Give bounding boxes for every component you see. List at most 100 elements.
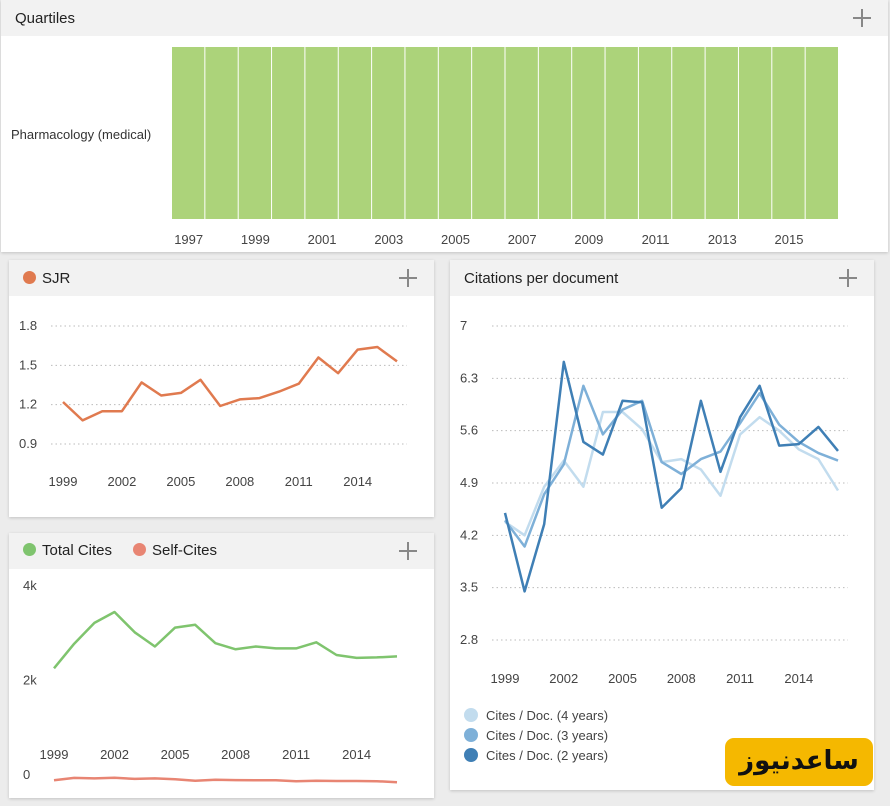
cit-xtick-2011: 2011	[726, 671, 754, 686]
cit-ytick-7: 7	[460, 318, 467, 333]
cit-ytick-6-3: 6.3	[460, 370, 478, 385]
cites-header: Total Cites Self-Cites	[9, 533, 434, 569]
quartile-bar-2008	[538, 47, 572, 219]
citations-legend-4y[interactable]: Cites / Doc. (4 years)	[464, 708, 608, 723]
cites-expand-icon[interactable]	[396, 539, 420, 563]
sjr-title-text: SJR	[42, 270, 71, 287]
legend-dot-2y	[464, 748, 478, 762]
quartiles-card: Quartiles Pharmacology (medical) 1997 199…	[1, 0, 888, 252]
quartile-bar-2011	[638, 47, 672, 219]
sjr-ytick-1-5: 1.5	[19, 357, 37, 372]
citations-chart: 2.8 3.5 4.2 4.9 5.6 6.3 7 1999 2002 2005 2008 2011 2…	[460, 318, 848, 686]
cites-line-self-cites	[53, 776, 398, 784]
cites-ytick-0: 0	[23, 767, 30, 782]
sjr-legend-dot	[23, 271, 36, 284]
quartile-bar-1997	[172, 47, 205, 219]
sjr-header: SJR	[9, 260, 434, 296]
quartile-tick-2003: 2003	[374, 232, 403, 247]
quartile-bar-2006	[472, 47, 505, 219]
cit-ytick-3-5: 3.5	[460, 580, 478, 595]
quartile-bar-2002	[338, 47, 372, 219]
self-cites-legend[interactable]: Self-Cites	[133, 542, 217, 559]
quartiles-expand-icon[interactable]	[850, 6, 874, 30]
quartiles-category-label: Pharmacology (medical)	[11, 127, 151, 142]
legend-label-3y: Cites / Doc. (3 years)	[486, 728, 609, 743]
sjr-title: SJR	[23, 270, 70, 287]
sjr-chart: 0.9 1.2 1.5 1.8 1999 2002 2005 2008 2011 2014	[19, 318, 407, 489]
legend-dot-4y	[464, 708, 478, 722]
cites-line-total-cites	[53, 610, 398, 670]
quartile-bar-2001	[305, 47, 338, 219]
quartile-bar-2009	[572, 47, 605, 219]
quartile-tick-2001: 2001	[308, 232, 337, 247]
legend-label-2y: Cites / Doc. (2 years)	[486, 748, 609, 763]
quartile-bar-2003	[372, 47, 405, 219]
total-cites-dot	[23, 543, 36, 556]
cit-line-cites-doc-3-years	[504, 384, 839, 548]
sjr-xtick-2014: 2014	[343, 474, 372, 489]
sjr-xtick-2002: 2002	[107, 474, 136, 489]
quartile-bar-2010	[605, 47, 638, 219]
quartile-bar-1998	[205, 47, 238, 219]
cit-xtick-2002: 2002	[549, 671, 578, 686]
self-cites-dot	[133, 543, 146, 556]
cit-line-cites-doc-4-years	[504, 410, 840, 537]
quartile-tick-1999: 1999	[241, 232, 270, 247]
quartile-bar-2014	[738, 47, 772, 219]
cites-card: Total Cites Self-Cites 0 2k 4k 1999 2002 2005…	[9, 533, 434, 798]
quartile-bar-2013	[705, 47, 738, 219]
cit-xtick-1999: 1999	[491, 671, 520, 686]
cit-line-cites-doc-2-years	[503, 360, 839, 593]
sjr-xtick-2011: 2011	[285, 474, 313, 489]
self-cites-label: Self-Cites	[152, 542, 218, 559]
citations-card: Citations per document 2.8 3.5 4.2 4.9 5.6 6.…	[450, 260, 874, 790]
watermark-logo: ساعدنیوز	[725, 738, 873, 786]
sjr-ytick-1-2: 1.2	[19, 397, 37, 412]
sjr-ytick-0-9: 0.9	[19, 436, 37, 451]
cit-ytick-4-9: 4.9	[460, 475, 478, 490]
quartile-tick-2011: 2011	[642, 232, 670, 247]
quartile-bar-2015	[772, 47, 805, 219]
total-cites-legend[interactable]: Total Cites	[23, 542, 112, 559]
legend-label-4y: Cites / Doc. (4 years)	[486, 708, 609, 723]
sjr-expand-icon[interactable]	[396, 266, 420, 290]
quartile-tick-2013: 2013	[708, 232, 737, 247]
quartile-bar-2004	[405, 47, 438, 219]
quartile-tick-2009: 2009	[574, 232, 603, 247]
quartile-bar-2007	[505, 47, 538, 219]
cit-xtick-2014: 2014	[784, 671, 813, 686]
cites-xtick-2014: 2014	[342, 747, 371, 762]
sjr-xtick-2008: 2008	[225, 474, 254, 489]
quartile-tick-2005: 2005	[441, 232, 470, 247]
citations-title: Citations per document	[464, 270, 619, 287]
cites-ytick-2k: 2k	[23, 673, 37, 688]
cites-xtick-2008: 2008	[221, 747, 250, 762]
cites-ytick-4k: 4k	[23, 578, 37, 593]
citations-expand-icon[interactable]	[836, 266, 860, 290]
citations-legend-2y[interactable]: Cites / Doc. (2 years)	[464, 748, 608, 763]
quartile-bar-2005	[438, 47, 472, 219]
cites-xtick-2002: 2002	[100, 747, 129, 762]
cit-xtick-2008: 2008	[667, 671, 696, 686]
cit-ytick-2-8: 2.8	[460, 632, 478, 647]
quartile-bar-2000	[272, 47, 305, 219]
cites-xtick-1999: 1999	[40, 747, 69, 762]
quartile-tick-1997: 1997	[174, 232, 203, 247]
cit-ytick-4-2: 4.2	[460, 527, 478, 542]
total-cites-label: Total Cites	[42, 542, 113, 559]
citations-legend-3y[interactable]: Cites / Doc. (3 years)	[464, 728, 608, 743]
cites-xtick-2011: 2011	[282, 747, 310, 762]
sjr-card: SJR 0.9 1.2 1.5 1.8 1999 2002 2005 2008 2011 2014	[9, 260, 434, 517]
quartiles-header: Quartiles	[1, 0, 888, 36]
quartiles-chart: Pharmacology (medical) 1997 1999 2001 2003 2…	[11, 47, 838, 247]
legend-dot-3y	[464, 728, 478, 742]
quartile-bar-2012	[672, 47, 705, 219]
quartile-bar-1999	[238, 47, 272, 219]
sjr-xtick-1999: 1999	[49, 474, 78, 489]
sjr-ytick-1-8: 1.8	[19, 318, 37, 333]
cit-xtick-2005: 2005	[608, 671, 637, 686]
cites-chart: 0 2k 4k 1999 2002 2005 2008 2011 2014	[23, 578, 398, 784]
quartiles-title: Quartiles	[15, 10, 76, 27]
quartile-bar-2016	[805, 47, 838, 219]
cit-ytick-5-6: 5.6	[460, 423, 478, 438]
